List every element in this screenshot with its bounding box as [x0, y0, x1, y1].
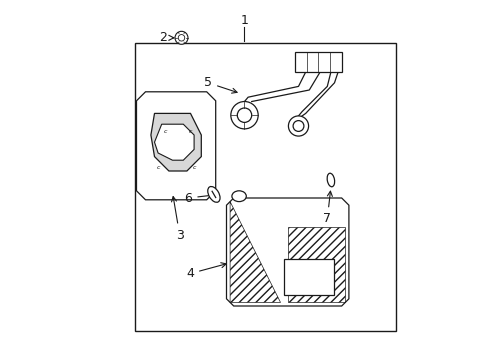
Circle shape — [237, 108, 251, 122]
Polygon shape — [151, 113, 201, 171]
Text: 5: 5 — [203, 76, 237, 93]
Text: 1: 1 — [240, 14, 248, 27]
Text: 3: 3 — [171, 197, 183, 242]
Polygon shape — [154, 124, 194, 160]
Circle shape — [230, 102, 258, 129]
Polygon shape — [136, 92, 215, 200]
Text: 2: 2 — [159, 31, 173, 44]
Text: 6: 6 — [184, 192, 215, 204]
Text: c: c — [188, 129, 192, 134]
Text: 7: 7 — [323, 191, 332, 225]
Text: c: c — [156, 165, 160, 170]
Bar — [284, 259, 334, 295]
Text: c: c — [163, 129, 166, 134]
Circle shape — [292, 121, 303, 131]
Circle shape — [175, 31, 187, 44]
Circle shape — [178, 35, 184, 41]
Bar — [134, 43, 395, 331]
Ellipse shape — [231, 191, 246, 202]
Ellipse shape — [326, 173, 334, 187]
Ellipse shape — [207, 186, 220, 202]
Polygon shape — [226, 198, 348, 306]
Bar — [294, 52, 341, 72]
Text: c: c — [192, 165, 195, 170]
Circle shape — [288, 116, 308, 136]
Text: 4: 4 — [186, 263, 226, 280]
